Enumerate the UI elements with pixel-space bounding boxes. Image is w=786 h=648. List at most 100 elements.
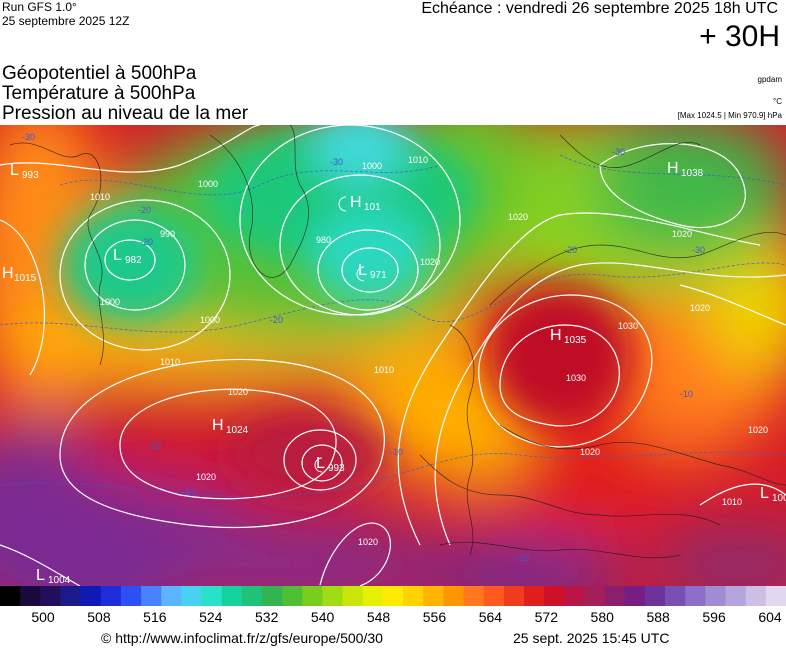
colorbar-swatch [20, 586, 41, 606]
isobar-label: 1020 [508, 212, 528, 222]
run-date-label: 25 septembre 2025 12Z [2, 14, 130, 28]
colorbar-swatch [382, 586, 404, 606]
colorbar-swatch [161, 586, 182, 606]
colorbar-swatch [342, 586, 364, 606]
colorbar-swatch [40, 586, 62, 606]
temperature-label: -20 [564, 245, 577, 255]
svg-text:H: H [350, 194, 362, 211]
pressure-center: H 1024 [212, 417, 249, 436]
colorbar-tick-label: 572 [534, 609, 558, 625]
colorbar-swatch [120, 586, 142, 606]
temperature-label: -30 [330, 157, 343, 167]
colorbar-tick-label: 604 [758, 609, 782, 625]
temperature-label: -30 [692, 245, 705, 255]
svg-text:982: 982 [125, 255, 142, 266]
colorbar [0, 586, 786, 606]
isobar-labels: 1010 1000 990 980 1000 1010 1000 1020 10… [90, 155, 768, 547]
svg-text:100: 100 [772, 493, 786, 504]
svg-text:H: H [550, 327, 562, 344]
temperature-label: -10 [680, 389, 693, 399]
isobar-label: 1020 [672, 229, 692, 239]
isobar-label: 980 [316, 235, 331, 245]
pressure-center: H 101 [350, 194, 381, 213]
svg-text:L: L [760, 485, 769, 502]
isobar-label: 1010 [408, 155, 428, 165]
colorbar-swatch [302, 586, 324, 606]
unit-pressure-range: [Max 1024.5 | Min 970.9] hPa [677, 111, 782, 120]
weather-map: L 993 H 1015 L 982 H 101 L 971 H 1038 H 1035 H1… [0, 125, 786, 586]
isobar-label: 1020 [690, 303, 710, 313]
colorbar-swatch [644, 586, 666, 606]
title-temperature: Température à 500hPa [2, 83, 196, 104]
colorbar-swatch [584, 586, 606, 606]
temperature-label: -30 [22, 132, 35, 142]
colorbar-swatch [322, 586, 344, 606]
colorbar-swatch [604, 586, 626, 606]
colorbar-tick-label: 588 [646, 609, 670, 625]
colorbar-tick-label: 564 [478, 609, 503, 625]
colorbar-swatch [403, 586, 424, 606]
colorbar-swatch [725, 586, 747, 606]
svg-text:H: H [212, 417, 224, 434]
temperature-label: -20 [138, 205, 151, 215]
svg-text:1004: 1004 [48, 575, 71, 586]
unit-geopotential: gpdam [757, 75, 782, 84]
temperature-labels: -30 -20 -30 -20 -30 -10 -10 -10 -20 -20 … [22, 132, 705, 563]
colorbar-tick-label: 596 [702, 609, 726, 625]
svg-text:993: 993 [328, 463, 345, 474]
colorbar-swatch [241, 586, 263, 606]
svg-text:101: 101 [364, 202, 381, 213]
colorbar-swatch [483, 586, 505, 606]
colorbar-swatch [665, 586, 686, 606]
isobar-label: 1000 [362, 161, 382, 171]
colorbar-tick-labels: 500 508 516 524 532 540 548 556 564 572 580 588 596 6… [0, 609, 786, 627]
colorbar-tick-label: 548 [366, 609, 391, 625]
colorbar-swatch [362, 586, 384, 606]
isobar-label: 1020 [196, 472, 216, 482]
colorbar-swatch [685, 586, 706, 606]
isobar-label: 1020 [748, 425, 768, 435]
colorbar-swatch [60, 586, 82, 606]
copyright-text: © http://www.infoclimat.fr/z/gfs/europe/… [101, 630, 383, 646]
svg-text:L: L [358, 262, 367, 279]
colorbar-swatch [282, 586, 303, 606]
pressure-center: H 1038 [667, 160, 704, 179]
colorbar-swatch [262, 586, 283, 606]
colorbar-swatch [503, 586, 525, 606]
colorbar-swatch [423, 586, 444, 606]
isobar-label: 1030 [566, 373, 586, 383]
colorbar-swatch [564, 586, 586, 606]
pressure-center: H 1015 [2, 265, 37, 284]
run-model-label: Run GFS 1.0° [2, 0, 77, 14]
colorbar-tick-label: 516 [143, 609, 167, 625]
svg-text:1035: 1035 [564, 335, 587, 346]
temperature-label: -30 [612, 147, 625, 157]
pressure-center: L 1004 [36, 567, 71, 586]
colorbar-swatch [705, 586, 727, 606]
colorbar-swatch [141, 586, 162, 606]
temperature-label: -10 [516, 553, 529, 563]
svg-text:1038: 1038 [681, 168, 704, 179]
pressure-center: L 971 [358, 262, 387, 281]
isobar-label: 1020 [358, 537, 378, 547]
isobar-label: 1000 [198, 179, 218, 189]
temperature-label: -10 [390, 447, 403, 457]
svg-text:1015: 1015 [14, 273, 37, 284]
colorbar-tick-label: 524 [199, 609, 223, 625]
svg-text:L: L [36, 567, 45, 584]
colorbar-swatch [544, 586, 565, 606]
svg-text:L: L [316, 455, 325, 472]
coastlines [9, 125, 786, 559]
temperature-label: -10 [148, 441, 161, 451]
colorbar-tick-label: 508 [87, 609, 111, 625]
colorbar-tick-label: 540 [310, 609, 335, 625]
isobar-label: 1000 [100, 297, 120, 307]
svg-text:H: H [667, 160, 679, 177]
center-markers [314, 196, 365, 473]
colorbar-tick-label: 580 [590, 609, 614, 625]
isotherm-lines [0, 154, 786, 498]
colorbar-swatch [181, 586, 203, 606]
colorbar-tick-label: 500 [31, 609, 55, 625]
valid-time-label: Echéance : vendredi 26 septembre 2025 18… [421, 0, 778, 17]
